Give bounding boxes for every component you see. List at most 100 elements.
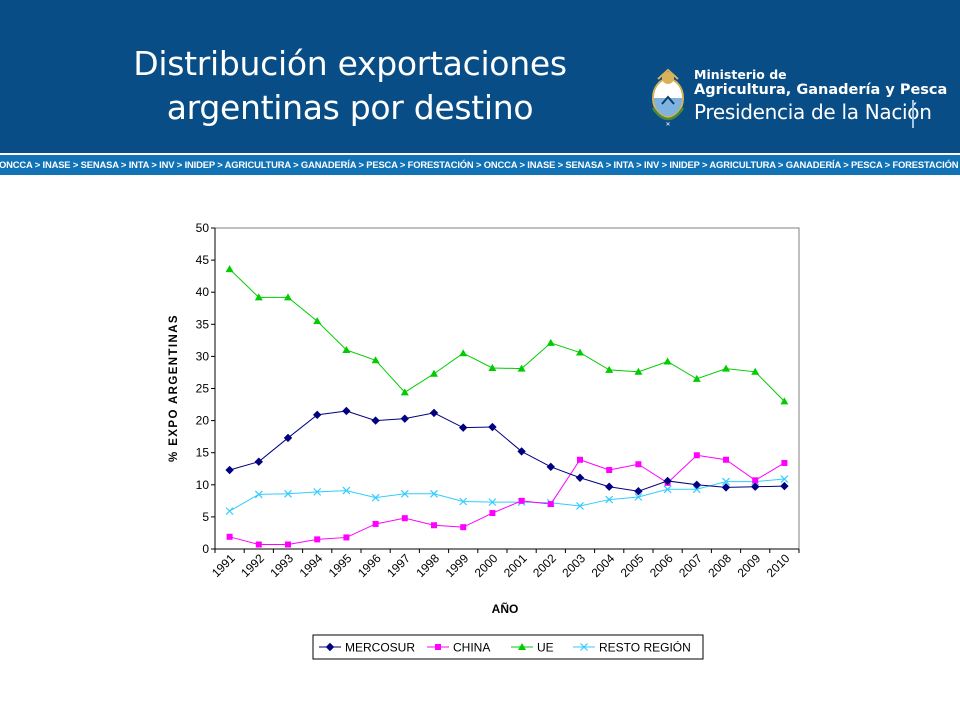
legend-label-ue: UE	[537, 641, 554, 655]
y-tick-label: 45	[196, 253, 210, 267]
legend-label-mercosur: MERCOSUR	[345, 641, 415, 655]
data-point-resto-regi-n	[254, 490, 263, 499]
data-point-resto-regi-n	[692, 485, 701, 494]
legend-marker-china	[435, 644, 441, 650]
data-point-resto-regi-n	[459, 497, 468, 506]
data-point-resto-regi-n-stroke	[430, 489, 438, 498]
y-tick-label: 50	[196, 221, 210, 235]
data-point-resto-regi-n-stroke	[663, 485, 672, 494]
data-point-ue	[400, 388, 409, 396]
x-tick-label: 1992	[238, 551, 267, 580]
data-point-mercosur	[429, 408, 439, 418]
data-point-china	[635, 461, 642, 468]
data-point-resto-regi-n	[400, 489, 409, 498]
title-line-2: argentinas por destino	[166, 88, 534, 127]
data-point-china	[255, 541, 262, 548]
svg-text:✕: ✕	[665, 121, 670, 128]
data-point-china	[547, 501, 554, 508]
data-point-resto-regi-n-stroke	[225, 507, 234, 516]
data-point-china	[781, 459, 788, 466]
data-point-resto-regi-n	[284, 489, 292, 498]
x-tick-label: 1995	[326, 551, 355, 580]
data-point-resto-regi-n	[634, 493, 643, 501]
data-point-ue	[546, 338, 555, 346]
data-point-ue	[284, 293, 292, 301]
legend-label-china: CHINA	[453, 641, 490, 655]
data-point-ue	[576, 348, 584, 356]
x-tick-label: 2000	[472, 551, 501, 580]
data-point-resto-regi-n-stroke	[342, 486, 351, 495]
x-axis-label: AÑO	[492, 601, 519, 616]
agency-ticker-text: ONCCA > INASE > SENASA > INTA > INV > IN…	[0, 159, 960, 170]
data-point-resto-regi-n-stroke	[313, 487, 322, 496]
data-point-china	[431, 522, 437, 529]
data-point-resto-regi-n-stroke	[634, 493, 643, 501]
data-point-ue	[313, 317, 322, 325]
coat-of-arms-icon: ✕	[651, 68, 685, 128]
data-point-resto-regi-n	[722, 477, 730, 486]
data-point-china	[577, 456, 583, 463]
data-point-resto-regi-n	[605, 495, 614, 504]
x-tick-label: 2003	[559, 551, 588, 580]
x-tick-label: 1996	[355, 551, 384, 580]
chart-legend	[312, 634, 704, 660]
x-tick-label: 2010	[764, 551, 793, 580]
data-point-resto-regi-n-stroke	[284, 489, 292, 498]
data-point-resto-regi-n	[371, 493, 380, 502]
series-line-mercosur	[229, 410, 785, 492]
data-point-mercosur	[575, 473, 585, 482]
data-point-ue	[751, 367, 760, 375]
title-line-1: Distribución exportaciones	[133, 44, 567, 83]
data-point-china	[226, 533, 233, 540]
data-point-ue	[517, 364, 526, 372]
data-point-resto-regi-n-stroke	[576, 502, 584, 510]
data-point-resto-regi-n	[225, 507, 234, 516]
data-point-china	[285, 541, 291, 548]
ministry-logo: ✕ Ministerio de Agricultura, Ganadería y…	[648, 66, 947, 136]
x-tick-label: 2007	[676, 551, 705, 580]
data-point-resto-regi-n	[342, 486, 351, 495]
x-tick-label: 2008	[705, 551, 734, 580]
data-point-resto-regi-n-stroke	[371, 493, 380, 502]
x-tick-label: 2006	[647, 551, 676, 580]
data-point-china	[314, 536, 321, 543]
data-point-mercosur	[663, 476, 672, 486]
data-point-resto-regi-n-stroke	[400, 489, 409, 498]
data-point-ue	[605, 365, 614, 373]
data-point-china	[401, 515, 408, 522]
presidency-label: Presidencia de la Nación	[694, 100, 932, 124]
data-point-mercosur	[225, 465, 234, 475]
data-point-mercosur	[254, 457, 264, 466]
data-point-mercosur	[692, 480, 702, 490]
data-point-resto-regi-n-stroke	[722, 477, 730, 486]
data-point-resto-regi-n-stroke	[605, 495, 614, 504]
ministry-name: Agricultura, Ganadería y Pesca	[694, 82, 948, 98]
data-point-china	[606, 467, 613, 474]
data-point-resto-regi-n	[576, 502, 584, 510]
y-tick-label: 35	[196, 317, 210, 331]
ticker-border	[0, 153, 960, 155]
data-point-mercosur	[750, 482, 760, 491]
data-point-mercosur	[458, 423, 468, 432]
x-tick-label: 2004	[589, 551, 618, 580]
data-point-mercosur	[488, 422, 497, 432]
data-point-china	[723, 456, 729, 463]
data-point-mercosur	[283, 433, 293, 443]
x-tick-label: 2005	[618, 551, 647, 580]
y-tick-label: 0	[202, 542, 209, 556]
plot-area-border	[214, 227, 800, 550]
x-tick-label: 1999	[443, 551, 472, 580]
data-point-resto-regi-n-stroke	[692, 485, 701, 494]
y-tick-label: 25	[196, 382, 210, 396]
data-point-resto-regi-n	[780, 475, 789, 483]
x-tick-label: 1997	[384, 551, 413, 580]
legend-marker-resto-regi-n	[580, 643, 588, 651]
y-tick-label: 30	[196, 349, 210, 363]
data-point-china	[518, 497, 525, 504]
data-point-ue	[430, 369, 438, 377]
data-point-ue	[459, 349, 468, 357]
data-point-resto-regi-n	[488, 498, 497, 507]
data-point-ue	[225, 265, 234, 273]
data-point-mercosur	[517, 447, 526, 456]
